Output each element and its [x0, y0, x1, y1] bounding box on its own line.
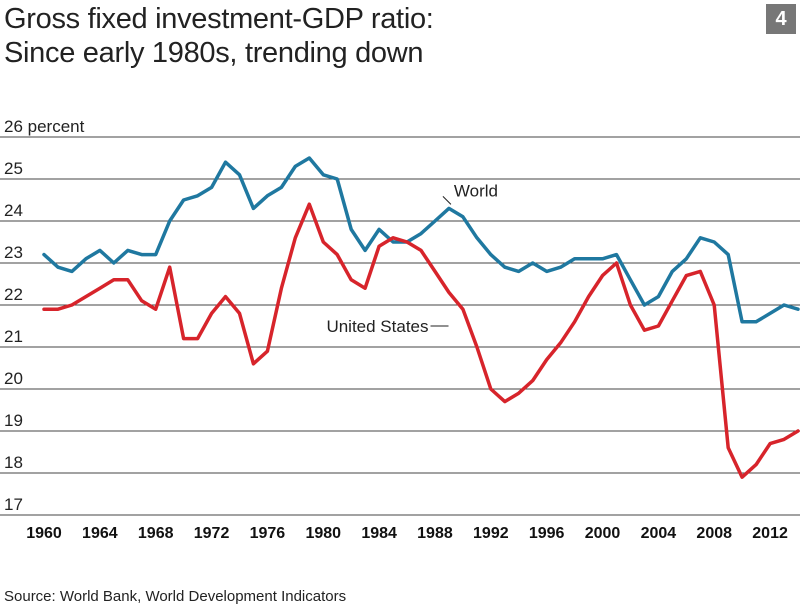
x-tick-label-2008: 2008	[696, 525, 732, 542]
y-tick-label-18: 18	[4, 453, 23, 472]
y-tick-label-19: 19	[4, 411, 23, 430]
series-lines	[42, 156, 800, 479]
x-tick-label-2012: 2012	[752, 525, 788, 542]
x-tick-label-1992: 1992	[473, 525, 509, 542]
x-tick-label-1960: 1960	[26, 525, 62, 542]
title-line-1: Gross fixed investment-GDP ratio:	[4, 3, 434, 35]
x-tick-label-1984: 1984	[361, 525, 397, 542]
x-tick-label-1964: 1964	[82, 525, 118, 542]
x-tick-label-1996: 1996	[529, 525, 565, 542]
series-label-united-states: United States	[326, 317, 428, 336]
y-tick-label-24: 24	[4, 201, 23, 220]
x-axis-ticks: 1960 1964 1968 1972 1976 1980 1984 1988 1992 1996…	[26, 525, 788, 542]
series-labels: World United States	[326, 181, 498, 336]
gridlines	[0, 136, 800, 516]
x-tick-label-1988: 1988	[417, 525, 453, 542]
leader-line-world	[442, 196, 452, 205]
series-line-world	[42, 156, 800, 324]
y-tick-label-26: 26 percent	[4, 117, 85, 136]
x-tick-label-2000: 2000	[585, 525, 621, 542]
x-tick-label-1972: 1972	[194, 525, 230, 542]
y-tick-label-21: 21	[4, 327, 23, 346]
y-tick-label-17: 17	[4, 495, 23, 514]
chart-title: Gross fixed investment-GDP ratio: Since …	[4, 2, 434, 70]
series-label-world: World	[454, 181, 498, 200]
y-tick-label-20: 20	[4, 369, 23, 388]
series-line-united-states	[42, 202, 800, 479]
title-line-2: Since early 1980s, trending down	[4, 37, 424, 69]
x-tick-label-1968: 1968	[138, 525, 174, 542]
x-tick-label-1980: 1980	[305, 525, 341, 542]
x-tick-label-2004: 2004	[641, 525, 677, 542]
figure-number-badge: 4	[766, 4, 796, 34]
source-note: Source: World Bank, World Development In…	[4, 588, 347, 605]
y-tick-label-22: 22	[4, 285, 23, 304]
x-tick-label-1976: 1976	[250, 525, 286, 542]
y-axis-ticks: 26 percent 25 24 23 22 21 20 19 18 17	[4, 117, 85, 514]
y-tick-label-25: 25	[4, 159, 23, 178]
y-tick-label-23: 23	[4, 243, 23, 262]
